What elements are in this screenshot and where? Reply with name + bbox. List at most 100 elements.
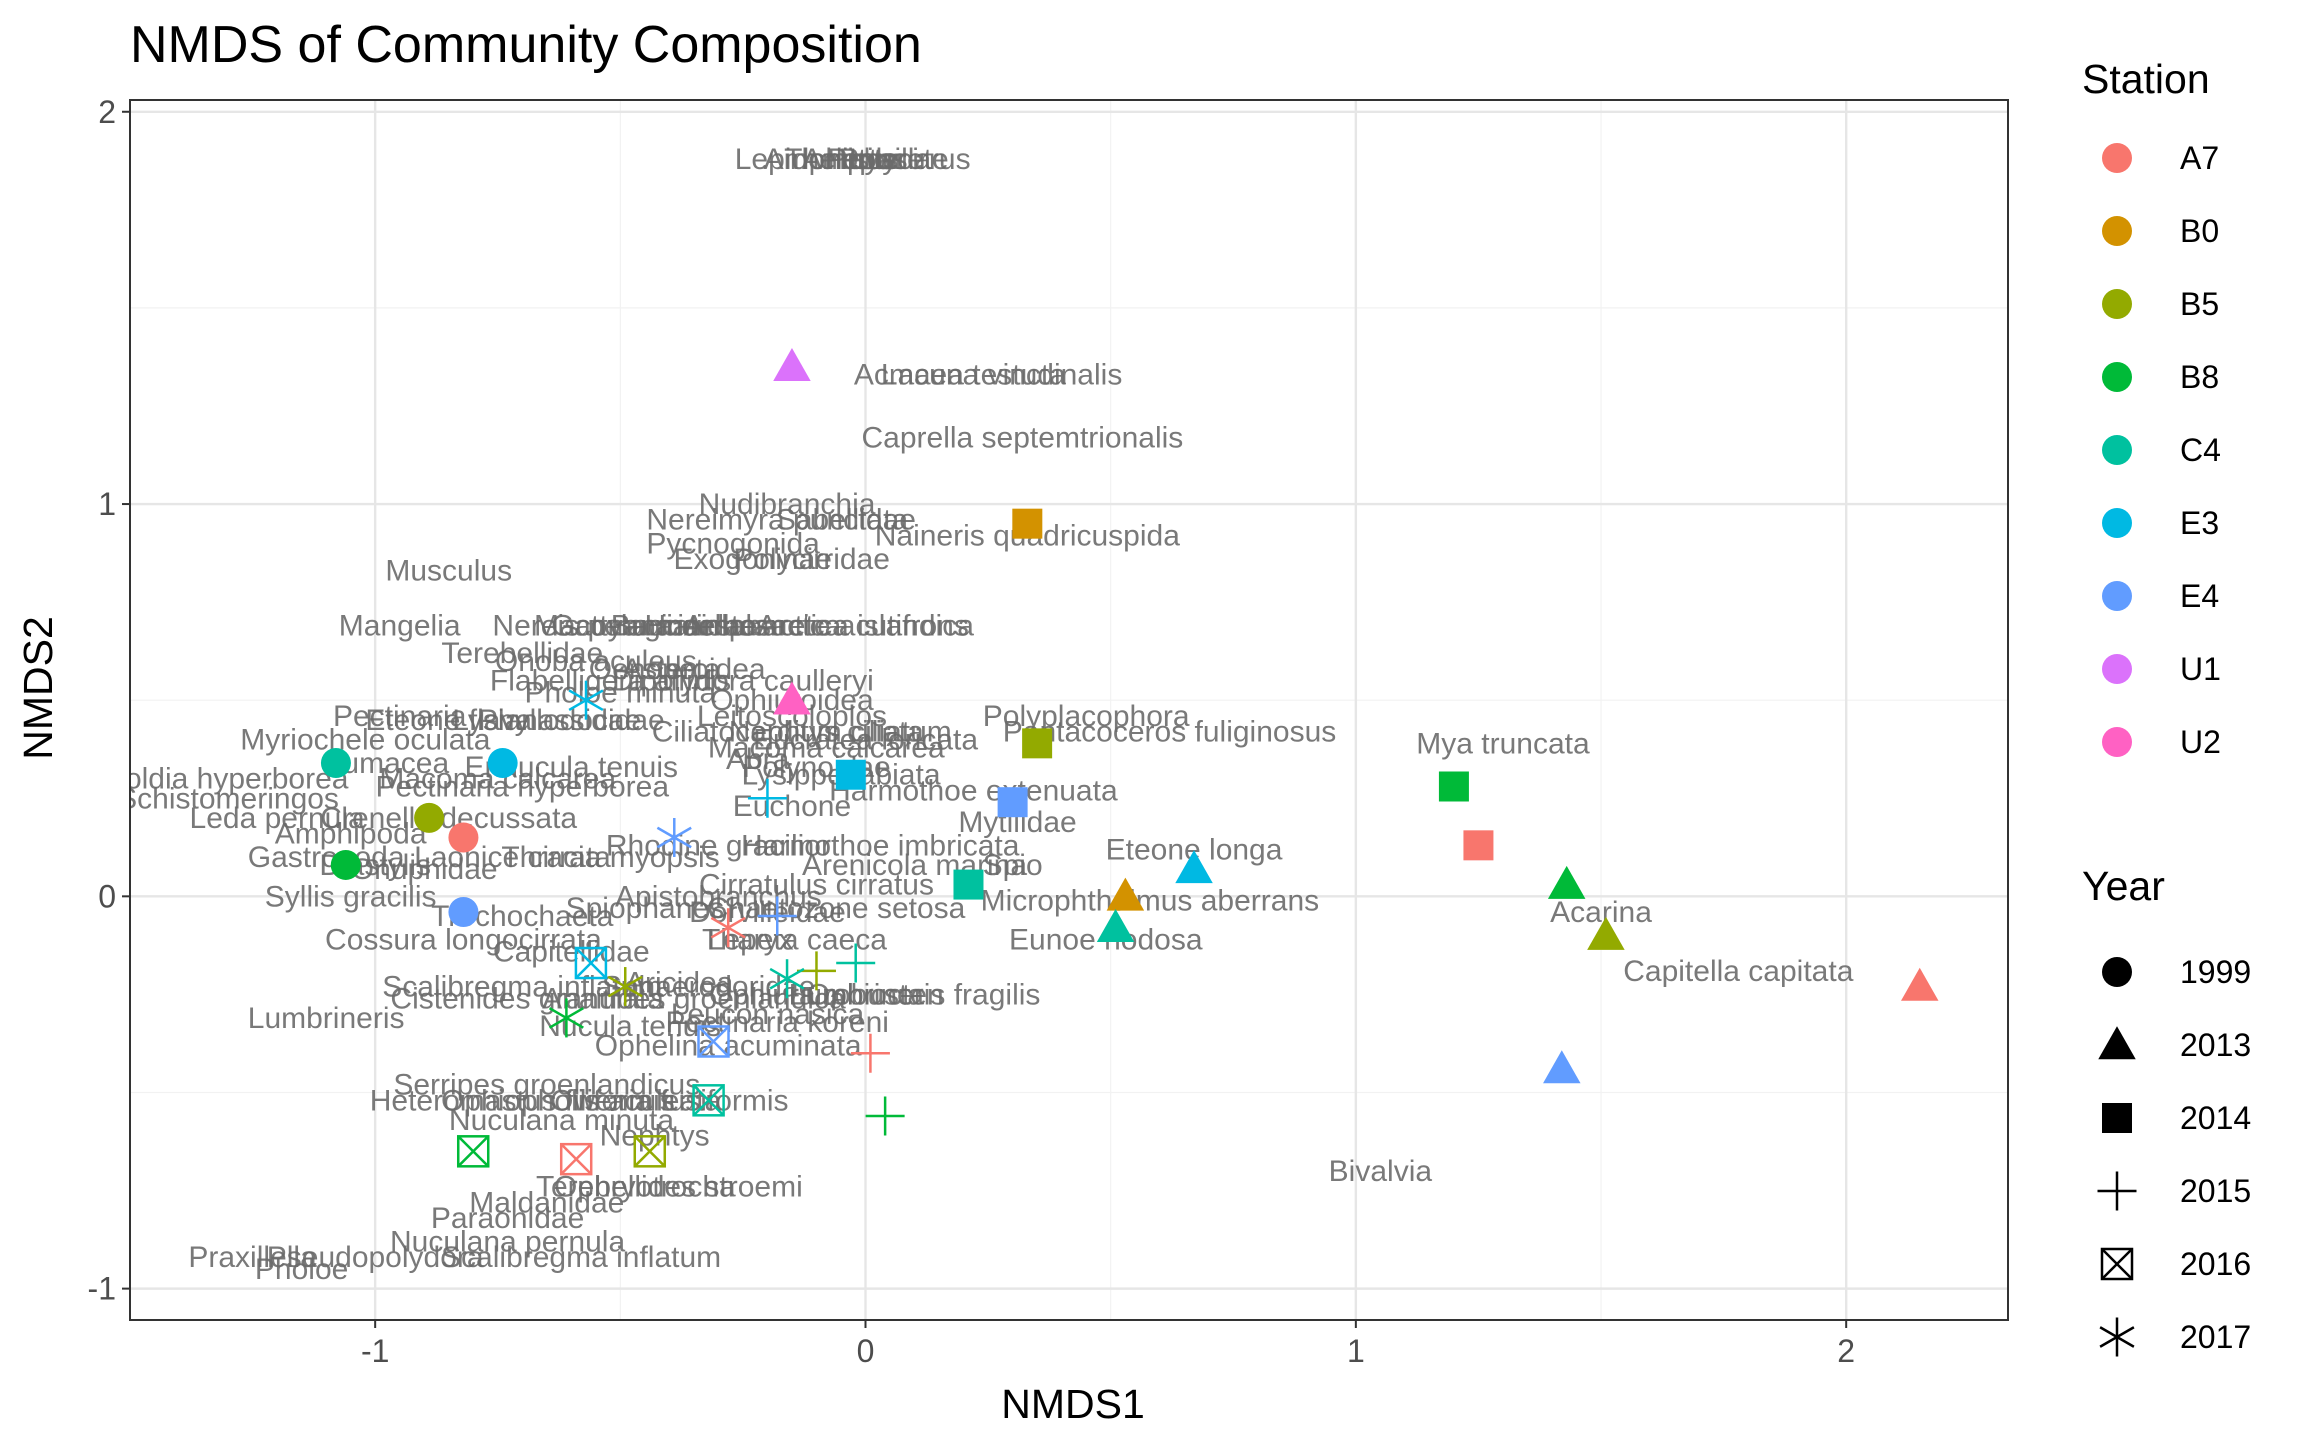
species-label: Spio xyxy=(983,849,1043,882)
legend-key-2014 xyxy=(2102,1103,2132,1133)
plot-border xyxy=(129,99,2009,1321)
legend-station-entries: A7 B0 B5 B8 C4 E3 E4 U1 U2 xyxy=(2102,140,2221,760)
species-label: Acarina xyxy=(1550,896,1652,929)
species-label: Anaitides groenlandica xyxy=(542,982,846,1015)
y-tick-label: 2 xyxy=(98,94,116,130)
legend-label-station: U1 xyxy=(2180,651,2221,687)
species-label: Serripes groenlandicus xyxy=(393,1069,700,1102)
minor-gridlines xyxy=(130,100,2008,1320)
legend-key-C4 xyxy=(2102,435,2132,465)
species-label: Nudibranchia xyxy=(699,488,876,521)
species-label: Bivalvia xyxy=(1329,1155,1433,1188)
sample-point-E3-2013 xyxy=(1175,850,1213,884)
sample-point-E4-2013 xyxy=(1543,1050,1581,1084)
sample-point-U1-2013 xyxy=(773,348,811,382)
legend-key-2015 xyxy=(2097,1171,2137,1211)
species-label: Onuphidae xyxy=(351,853,498,886)
chart-title: NMDS of Community Composition xyxy=(130,16,922,74)
species-label: Gastropoda xyxy=(248,841,405,874)
sample-point-A7-1999 xyxy=(448,822,479,853)
species-label: Capitella capitata xyxy=(1623,955,1853,988)
species-label: Pycnogonida xyxy=(646,527,820,560)
sample-point-C4-1999 xyxy=(320,747,351,778)
species-label: Leda pernula xyxy=(190,802,365,835)
species-label: Sphaerodoridae xyxy=(602,971,816,1004)
species-label: Amphitrite xyxy=(764,143,899,176)
plot-area xyxy=(130,100,2008,1320)
sample-point-A7-2014 xyxy=(1463,830,1494,861)
sample-point-B5-2016 xyxy=(633,1135,667,1168)
legend-label-year: 2014 xyxy=(2180,1100,2251,1136)
sample-point-E3-2016 xyxy=(574,946,608,980)
sample-point-E3-2014 xyxy=(835,759,866,790)
species-label: Polycirridae xyxy=(733,543,890,576)
sample-point-A7-2015 xyxy=(850,1033,890,1073)
legend-key-1999 xyxy=(2102,957,2132,987)
species-label: Terebellides stroemi xyxy=(536,1171,803,1204)
legend: Station A7 B0 B5 B8 C4 E3 E4 U1 U2 Year 1999 2013… xyxy=(2082,56,2251,1357)
species-label: Syllis gracilis xyxy=(265,880,437,913)
legend-label-year: 2015 xyxy=(2180,1173,2251,1209)
sample-point-E3-1999 xyxy=(487,747,518,778)
legend-label-station: A7 xyxy=(2180,140,2219,176)
sample-point-E4-2016 xyxy=(697,1025,730,1058)
species-label: Polyplacophora xyxy=(983,700,1190,733)
legend-key-B5 xyxy=(2102,289,2132,319)
legend-label-station: C4 xyxy=(2180,432,2221,468)
species-label: Thracia myopsis xyxy=(501,841,719,874)
species-label: Scalibregma inflatum xyxy=(382,971,662,1004)
species-label: Amphipoda xyxy=(275,818,427,851)
sample-point-B5-1999 xyxy=(414,802,445,833)
legend-label-station: B8 xyxy=(2180,359,2219,395)
sample-points xyxy=(320,348,1939,1176)
legend-key-2013 xyxy=(2098,1026,2136,1060)
y-axis: -1 0 1 2 xyxy=(88,94,130,1307)
species-label: Lysilla xyxy=(849,143,932,176)
species-label: Ophryotrocha xyxy=(554,1171,736,1204)
sample-point-B8-2014 xyxy=(1438,771,1469,802)
species-label: Ampharete acutifrons xyxy=(684,610,969,643)
sample-point-E4-2014 xyxy=(997,787,1028,818)
legend-label-year: 1999 xyxy=(2180,954,2251,990)
x-axis: -1 0 1 2 xyxy=(361,1320,1855,1369)
legend-title-year: Year xyxy=(2082,863,2165,909)
species-label: Ciliatocardium ciliatum xyxy=(652,716,952,749)
species-label: Arctica islandica xyxy=(757,610,974,643)
sample-point-B8-2016 xyxy=(456,1135,490,1168)
species-label: Harmothoe imbricata xyxy=(741,829,1020,862)
species-label: Cistenides granulata xyxy=(390,982,664,1015)
species-label: Pholoe xyxy=(255,1253,348,1286)
species-label: Eucratea loricata xyxy=(753,723,978,756)
species-label: Arenicola marina xyxy=(802,849,1027,882)
legend-key-U1 xyxy=(2102,654,2132,684)
major-gridlines xyxy=(130,100,2008,1320)
x-tick-label: 0 xyxy=(857,1333,875,1369)
species-label: Polycirrus xyxy=(839,143,971,176)
species-label: Nuculana minuta xyxy=(449,1104,674,1137)
sample-point-C4-2014 xyxy=(953,869,984,900)
species-label: Nereis pelagica xyxy=(492,610,699,643)
legend-key-A7 xyxy=(2102,143,2132,173)
y-axis-title: NMDS2 xyxy=(15,616,61,760)
x-tick-label: -1 xyxy=(361,1333,389,1369)
sample-point-B8-2015 xyxy=(865,1096,905,1136)
legend-label-year: 2017 xyxy=(2180,1319,2251,1355)
species-label: Scalibregma inflatum xyxy=(441,1241,721,1274)
y-tick-label: -1 xyxy=(88,1271,116,1307)
species-label: Lysianassidae xyxy=(452,704,641,737)
species-label: Yoldia hyperborea xyxy=(108,763,349,796)
sample-point-B5-2017 xyxy=(607,967,643,1007)
species-label: Lumbrineris xyxy=(248,1002,405,1035)
species-label: Pectinaria hyperborea xyxy=(376,770,670,803)
species-label: Gattyana cirrhosa xyxy=(551,610,788,643)
species-label: Mya truncata xyxy=(1416,727,1590,760)
species-label: Myriochele oculata xyxy=(240,723,490,756)
y-tick-label: 1 xyxy=(98,486,116,522)
sample-point-B8-2013 xyxy=(1547,865,1586,899)
species-label: Eteone flava xyxy=(365,704,532,737)
species-label: Rhodine gracilior xyxy=(606,829,831,862)
species-label: Nephtys ciliata xyxy=(729,716,924,749)
sample-point-B8-1999 xyxy=(330,849,361,880)
sample-point-B5-2014 xyxy=(1022,728,1053,759)
